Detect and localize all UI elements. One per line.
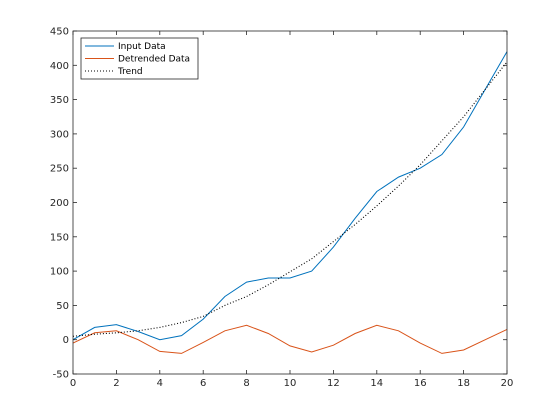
legend: Input Data Detrended Data Trend <box>80 37 199 80</box>
legend-label-0: Input Data <box>118 42 166 52</box>
y-tick-label: 100 <box>50 267 69 278</box>
x-tick-label: 2 <box>113 378 119 389</box>
series-line-1 <box>72 324 508 354</box>
y-tick-label: -50 <box>53 370 69 381</box>
y-tick-label: 0 <box>63 335 69 346</box>
y-tick-label: 350 <box>50 95 69 106</box>
series-line-0 <box>72 51 508 341</box>
axes-background <box>73 31 507 374</box>
x-tick-label: 8 <box>243 378 249 389</box>
x-tick-label: 16 <box>414 378 427 389</box>
legend-label-2: Trend <box>117 67 143 77</box>
x-tick-label: 0 <box>70 378 76 389</box>
y-tick-label: 150 <box>50 232 69 243</box>
y-tick-label: 250 <box>50 164 69 175</box>
y-tick-label: 50 <box>56 301 69 312</box>
x-tick-label: 18 <box>457 378 470 389</box>
series-layer <box>72 51 508 354</box>
y-tick-label: 450 <box>50 27 69 38</box>
ticks-layer: 0 2 4 6 8 10 12 14 16 18 20-5005010015020025030035… <box>50 27 513 390</box>
x-tick-label: 20 <box>501 378 514 389</box>
x-tick-label: 4 <box>157 378 163 389</box>
x-tick-label: 6 <box>200 378 206 389</box>
x-tick-label: 12 <box>327 378 340 389</box>
y-tick-label: 300 <box>50 129 69 140</box>
y-tick-label: 400 <box>50 61 69 72</box>
x-tick-label: 14 <box>370 378 383 389</box>
series-line-2 <box>72 61 508 337</box>
legend-label-1: Detrended Data <box>118 55 190 65</box>
y-tick-label: 200 <box>50 198 69 209</box>
x-tick-label: 10 <box>284 378 297 389</box>
